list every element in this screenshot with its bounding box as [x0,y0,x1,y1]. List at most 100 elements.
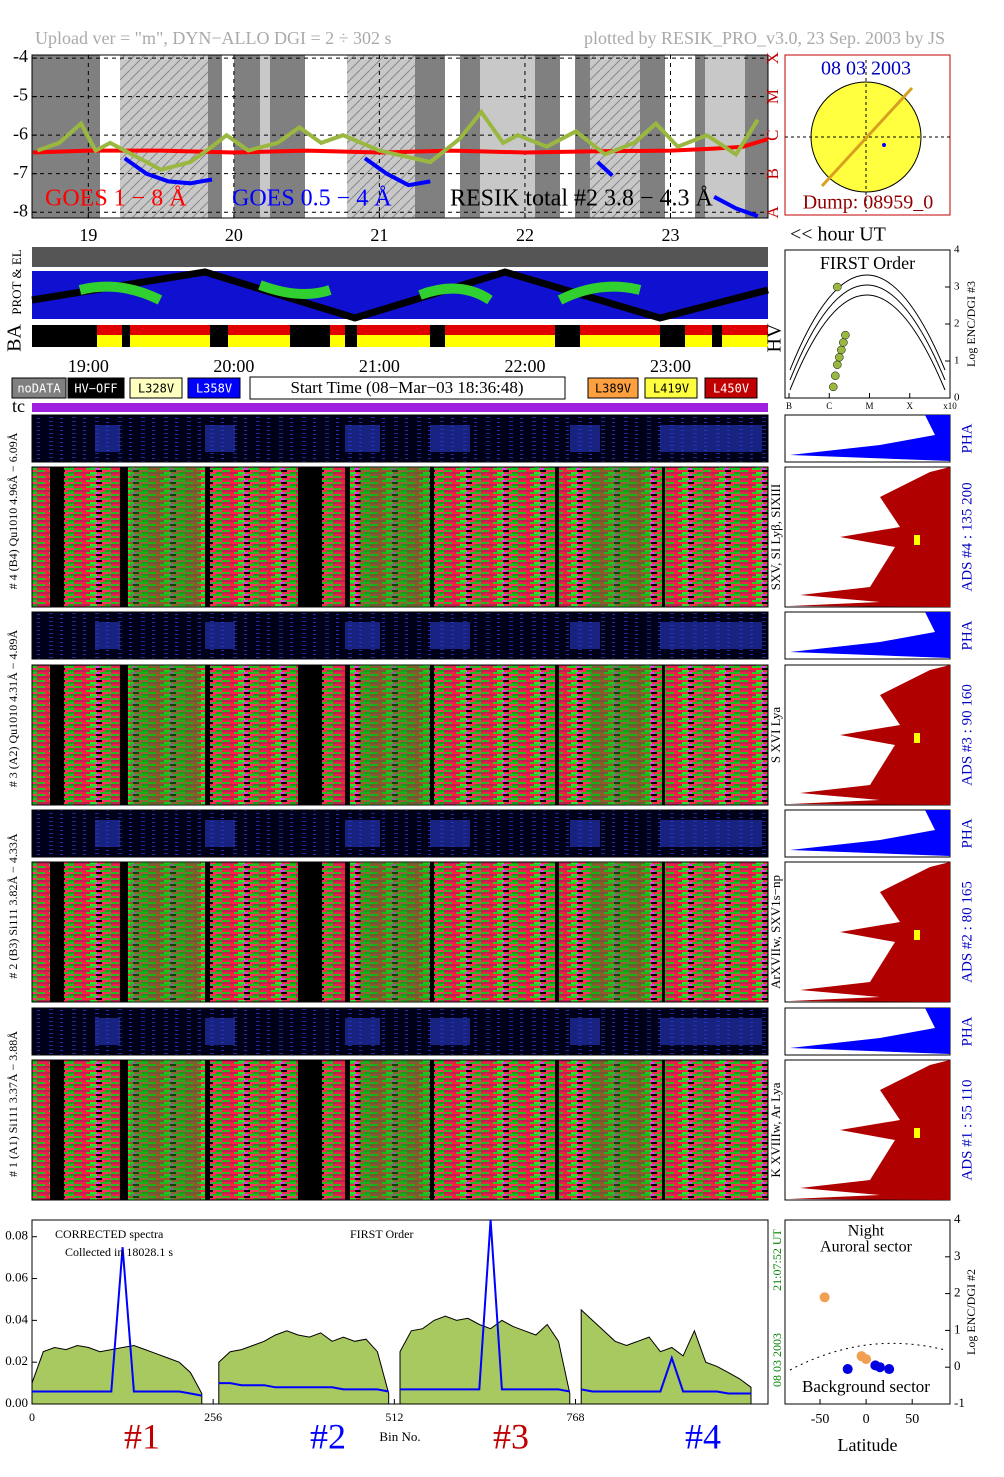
gap-band [430,665,434,805]
time-label: 20:00 [213,356,254,376]
point [861,1354,872,1365]
spectrogram [31,664,769,806]
y2-tick-label: M [763,89,782,104]
y-tick-label: 0.02 [5,1353,28,1368]
point [837,345,846,355]
gap-band [345,665,350,805]
y-tick-label: 1 [954,1321,961,1336]
pha-burst [95,820,120,847]
x-tick-label: 21 [370,225,388,245]
point [833,360,842,369]
gap-band [120,1060,128,1200]
annotation: Night [848,1223,885,1240]
green-band [590,862,650,1002]
gap-band [120,862,128,1002]
pha-strip [31,809,769,858]
y-tick-label: 1 [954,355,960,367]
gap-band [205,862,210,1002]
detector-range: # 4 (B4) Qu1010 4.96Å − 6.09Å [6,432,20,589]
detector-range: # 1 (A1) Si111 3.37Å − 3.88Å [6,1031,20,1177]
point [884,1364,895,1375]
x-tick-label: 50 [905,1412,919,1427]
pha-label: PHA [959,818,975,848]
spectrogram [31,1059,769,1201]
sun-dump: Dump: 08959_0 [803,192,934,214]
y2-tick-label: C [763,129,782,140]
pha-burst [430,820,470,847]
header-right: plotted by RESIK_PRO_v3.0, 23 Sep. 2003 … [584,28,945,48]
point [874,1362,885,1373]
x-tick-label: 768 [567,1410,585,1424]
point [831,371,840,381]
pha-burst [660,425,700,452]
ads-label: ADS #2 : 80 165 [959,881,975,983]
gap-band [430,862,434,1002]
x-tick-label: x10 [943,401,957,411]
pha-burst [430,425,470,452]
latitude-boundary [789,1342,946,1371]
point [835,353,844,362]
pha-burst [570,1018,600,1045]
annotation: Auroral sector [820,1239,913,1256]
legend-box [67,377,125,399]
x-tick-label: 0 [29,1410,35,1424]
gap-band [430,467,434,607]
chart-title: FIRST Order [820,253,915,273]
y-label: Log ENC/DGI #3 [964,281,978,367]
gap-band [555,467,559,607]
gap-band [205,1060,210,1200]
ads-profile [790,467,950,607]
ba-label: BA [4,324,26,352]
first-order-curves [789,274,946,391]
detector-range: # 3 (A2) Qu1010 4.31Å − 4.89Å [6,629,20,787]
y-tick-label: 3 [954,1248,961,1263]
green-band [590,665,650,805]
legend-box [644,377,698,399]
gap-band [345,467,350,607]
y-tick-label: -8 [13,200,28,220]
annotation: Collected in 18028.1 s [65,1245,173,1259]
x-tick-label: C [826,401,832,411]
gap-band [662,1060,665,1200]
y-tick-label: 4 [954,244,960,256]
pha-burst [570,425,600,452]
series-line [36,108,760,172]
gap-band [205,467,210,607]
goes-frame [31,54,769,219]
gap-band [555,1060,559,1200]
status-bars [31,247,769,412]
ads-marker [914,930,920,940]
header-left: Upload ver = "m", DYN−ALLO DGI = 2 ÷ 302… [35,28,391,48]
green-band [360,862,430,1002]
time-label: 21:00 [359,356,400,376]
x-tick-label: 256 [204,1410,222,1424]
pha-profile [790,1008,950,1054]
gap-band [555,862,559,1002]
pha-strip [31,1007,769,1056]
pha-burst [430,1018,470,1045]
ads-label: ADS #4 : 135 200 [959,482,975,591]
annotation: Background sector [802,1377,930,1396]
legend-box [129,377,183,399]
legend-label: L389V [595,382,631,396]
legend-entry: RESIK total #2 3.8 − 4.3 Å [450,186,714,212]
gap-band [50,665,64,805]
annotation: CORRECTED spectra [55,1227,164,1241]
legend-box [704,377,758,399]
ads-profile [790,862,950,1002]
point [819,1292,830,1303]
y-tick-label: -1 [954,1395,965,1410]
point [839,338,848,347]
channel-label: #4 [685,1416,721,1456]
prot-el-label: PROT & EL [9,249,24,315]
x-tick-label: 512 [385,1410,403,1424]
spectrogram [31,466,769,608]
time-label: 22:00 [504,356,545,376]
pha-burst [345,1018,380,1045]
x-label: Bin No. [379,1429,420,1444]
legend-label: HV−OFF [74,382,117,396]
gap-band [298,862,322,1002]
y2-tick-label: B [763,168,782,179]
